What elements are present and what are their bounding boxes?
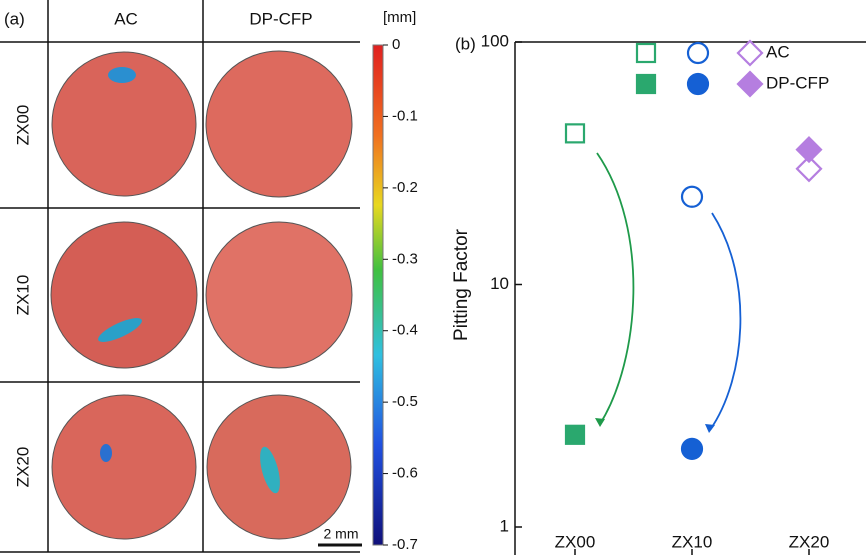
legend-marker [738, 72, 762, 96]
x-tick-label: ZX00 [555, 532, 596, 551]
figure: 2 mm (a) AC DP-CFP ZX00 ZX10 ZX20 [mm] 0… [0, 0, 866, 555]
x-tick-label: ZX10 [672, 532, 713, 551]
arrow [710, 213, 740, 430]
scale-bar-label: 2 mm [324, 526, 359, 542]
panel-b: (b) Pitting Factor 1 10 100 ZX00 ZX10 ZX20 AC D… [451, 31, 866, 555]
column-label: AC [114, 9, 138, 28]
colorbar-tick-label: -0.4 [392, 322, 418, 339]
colorbar [373, 45, 383, 545]
point [566, 426, 584, 444]
colorbar-tick-label: -0.3 [392, 250, 418, 267]
point [682, 187, 702, 207]
legend-marker [637, 75, 655, 93]
y-tick-label: 1 [500, 516, 509, 535]
row-label: ZX00 [13, 105, 32, 146]
point [682, 439, 702, 459]
arrow [597, 153, 633, 424]
y-tick-label: 10 [490, 274, 509, 293]
colorbar-tick-label: 0 [392, 36, 400, 53]
x-tick-label: ZX20 [789, 532, 830, 551]
colorbar-unit: [mm] [383, 9, 416, 26]
colorbar-tick-label: -0.6 [392, 465, 418, 482]
y-axis-label: Pitting Factor [451, 228, 472, 341]
point [797, 138, 821, 162]
column-label: DP-CFP [249, 9, 312, 28]
point [566, 124, 584, 142]
legend-label: DP-CFP [766, 73, 829, 92]
specimen-images [51, 51, 352, 539]
row-label: ZX10 [13, 275, 32, 316]
panel-label: (a) [4, 9, 25, 28]
legend-marker [738, 41, 762, 65]
legend-marker [688, 43, 708, 63]
panel-label: (b) [455, 34, 476, 53]
arrowhead [705, 424, 715, 433]
row-label: ZX20 [13, 447, 32, 488]
colorbar-tick-label: -0.2 [392, 179, 418, 196]
colorbar-tick-label: -0.5 [392, 393, 418, 410]
y-tick-label: 100 [481, 31, 509, 50]
colorbar-tick-label: -0.1 [392, 107, 418, 124]
legend-label: AC [766, 42, 790, 61]
legend-marker [637, 44, 655, 62]
panel-a: 2 mm (a) AC DP-CFP ZX00 ZX10 ZX20 [mm] 0… [0, 0, 418, 553]
legend-marker [688, 74, 708, 94]
colorbar-tick-label: -0.7 [392, 536, 418, 553]
arrowhead [595, 418, 605, 427]
